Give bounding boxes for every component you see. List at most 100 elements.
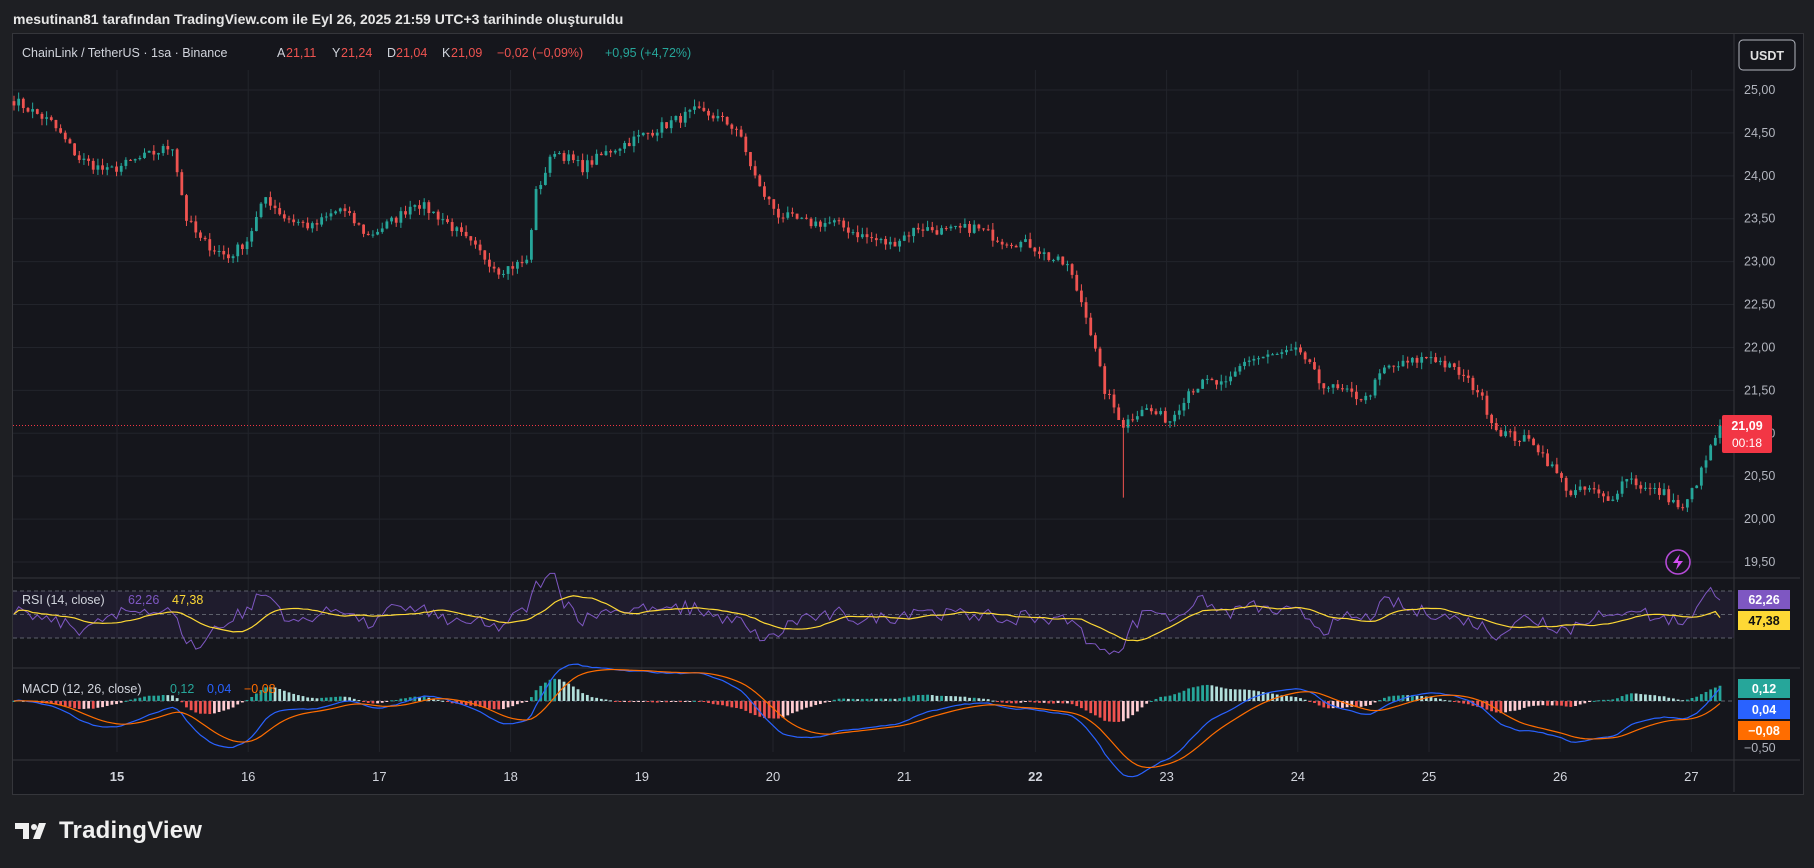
candle [101,158,104,175]
macd-bar [129,699,132,701]
macd-bar [1205,684,1209,701]
tradingview-logo[interactable]: TradingView [15,816,202,846]
candle [464,225,468,239]
high-label: Y [332,46,341,60]
x-tick-label: 22 [1028,769,1042,784]
macd-bar [660,701,664,702]
last-price-tag: 21,09 00:18 [1722,415,1772,453]
macd-bar [823,701,827,703]
macd-bar [1056,701,1060,704]
macd-bar [119,701,123,703]
macd-bar [1662,696,1666,701]
candle [1061,256,1065,266]
macd-bar [767,701,771,719]
macd-bar [1210,685,1214,701]
candle [497,267,501,279]
candle [343,204,347,218]
macd-bar [930,695,934,701]
macd-bar [1350,701,1354,707]
candle [1121,417,1125,498]
x-tick-label: 17 [372,769,386,784]
macd-bar [194,701,198,713]
y-tick-label: 20,00 [1744,512,1775,526]
macd-axis-tick: −0,50 [1744,741,1776,755]
macd-bar [949,696,953,701]
macd-bar [1382,697,1386,701]
candle [1485,390,1489,419]
y-tick-label: 23,00 [1744,255,1775,269]
macd-bar [245,699,249,701]
macd-bar [963,696,967,701]
x-tick-label: 20 [766,769,780,784]
macd-bar [1061,701,1065,704]
macd-bar [632,701,636,702]
candle [413,204,417,212]
candle [697,101,701,109]
macd-bar [516,701,519,705]
candle [1648,483,1652,496]
macd-bar [1499,701,1503,714]
macd-bar [1513,701,1517,711]
candles [12,92,1734,513]
macd-bar [693,700,696,702]
lightning-icon[interactable] [1665,549,1691,575]
candle [1107,389,1111,400]
macd-title[interactable]: MACD (12, 26, close) [22,682,141,696]
y-tick-label: 25,00 [1744,83,1775,97]
candle [665,122,668,129]
candle [1476,384,1480,398]
candle [1564,475,1568,498]
candle [1299,344,1302,355]
macd-bar [231,701,235,708]
candle [338,207,342,214]
candle [1466,369,1470,383]
candle [324,212,328,222]
macd-bar [1653,695,1657,701]
candle [1089,312,1093,337]
candle [1499,427,1503,438]
macd-bar [254,693,258,701]
candle [110,165,114,168]
macd-bar [310,697,314,701]
macd-bar [1238,689,1242,701]
candle [1024,234,1027,243]
candle [753,160,757,179]
macd-bar [1145,701,1149,704]
candle [534,186,538,231]
candle [1471,375,1475,395]
macd-bar [199,701,202,714]
candle [320,213,324,227]
macd-bar [1070,701,1074,705]
candle [958,223,962,234]
candle [1126,414,1130,433]
macd-bar [278,689,282,701]
macd-bar [1532,701,1535,706]
macd-bar [1000,701,1004,703]
macd-bar [12,701,16,702]
macd-bar [138,697,142,701]
macd-bar [730,701,734,708]
symbol-title[interactable]: ChainLink / TetherUS · 1sa · Binance [22,46,227,60]
macd-bar [557,679,561,701]
macd-bar [1131,701,1135,716]
candle [944,225,948,231]
macd-bar [1676,699,1680,701]
macd-bar [879,698,883,701]
candle [1182,397,1186,417]
currency-button[interactable]: USDT [1738,39,1796,71]
candle [1653,483,1657,494]
macd-bar [571,686,575,701]
candle [436,209,440,226]
candle [977,223,981,232]
candle [1518,440,1521,447]
rsi-title[interactable]: RSI (14, close) [22,593,105,607]
macd-bar [357,700,361,702]
rsi-tags: 62,26 47,38 [1738,590,1790,630]
candle [599,151,603,156]
candle [809,217,813,229]
macd-bar [744,701,748,711]
candle [1541,445,1545,458]
candle [380,222,384,234]
candle [1219,374,1223,391]
